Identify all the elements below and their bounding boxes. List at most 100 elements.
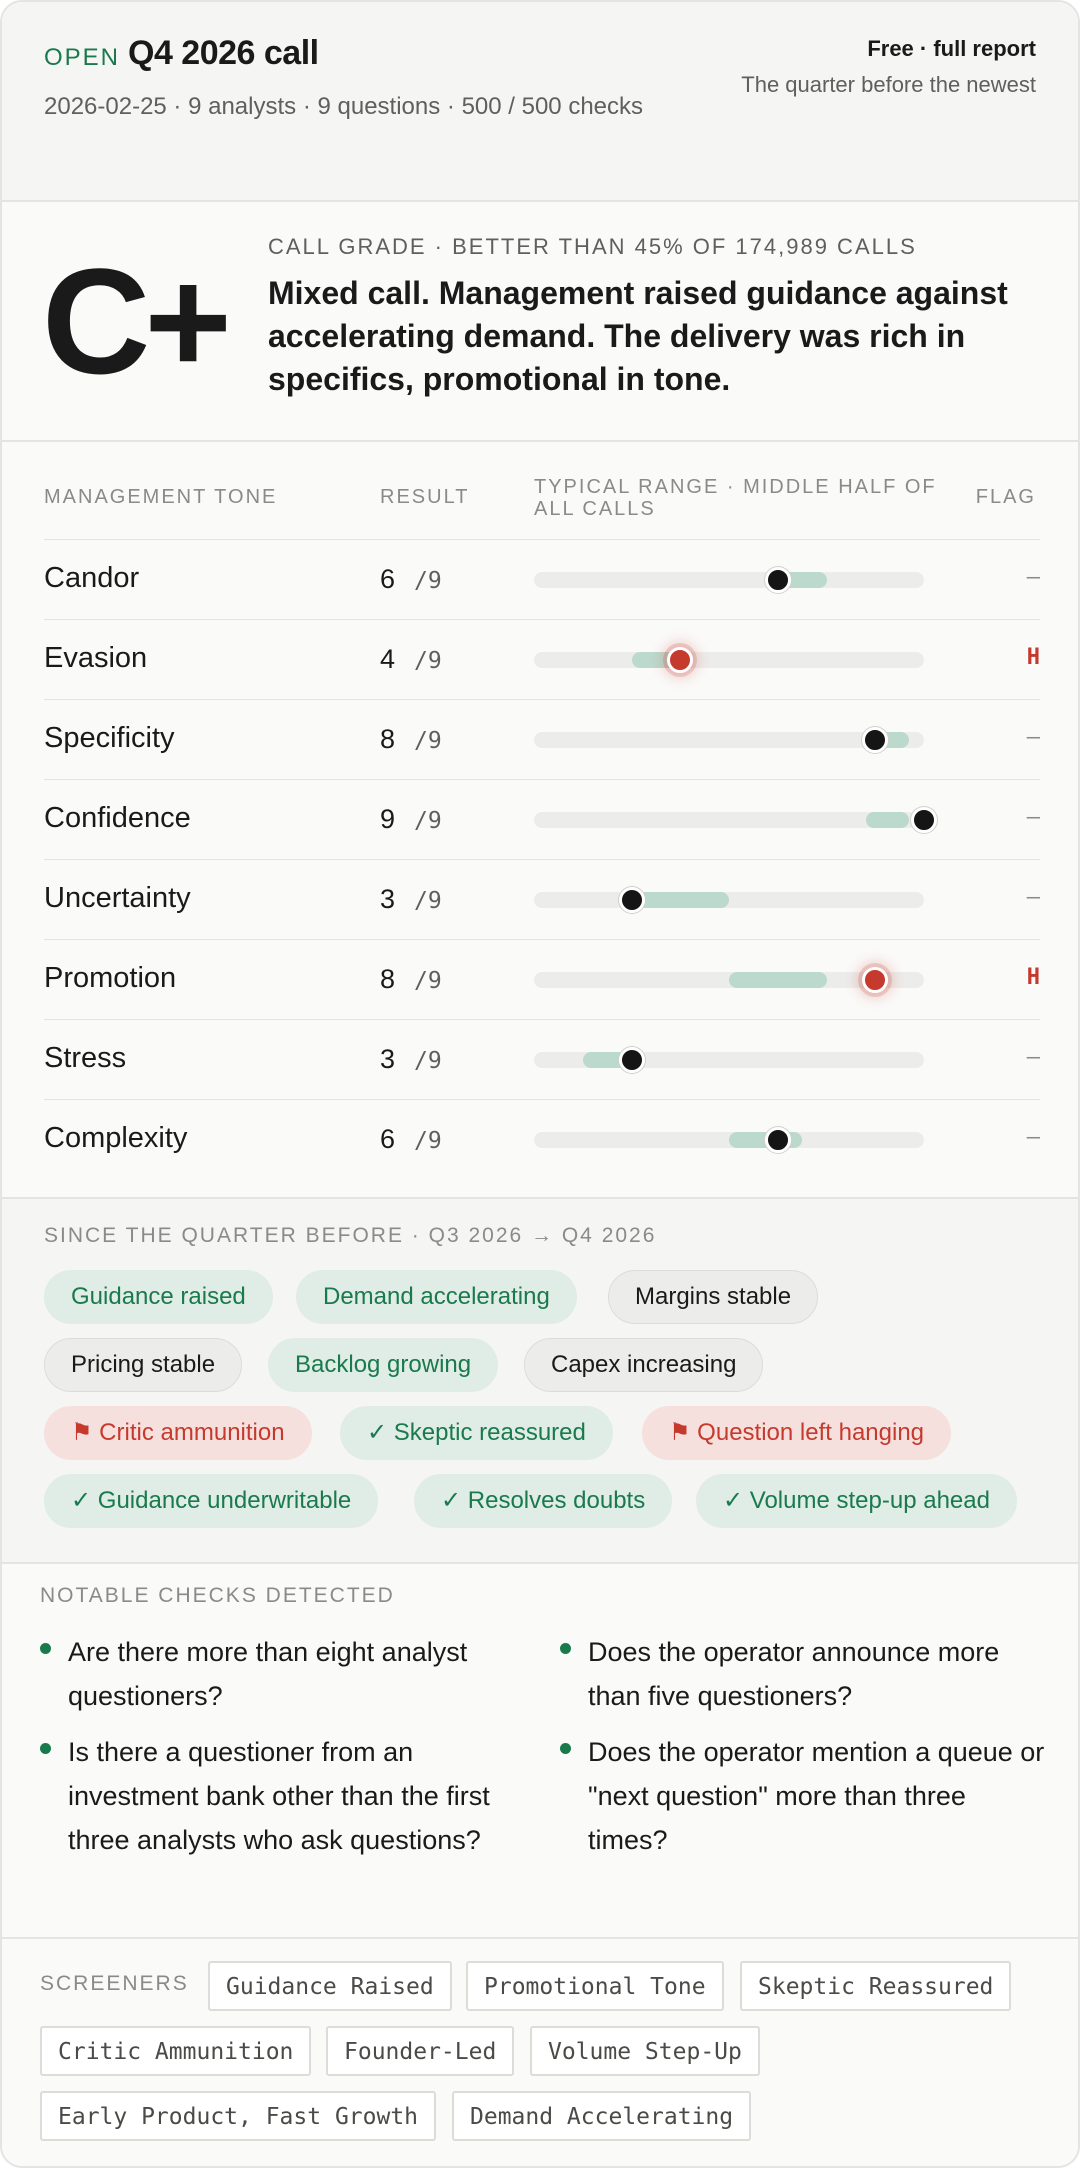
- changes-kicker: SINCE THE QUARTER BEFORE · Q3 2026 → Q4 …: [44, 1224, 657, 1247]
- status-badge: OPEN: [44, 44, 121, 71]
- tone-score-scale: /9: [414, 648, 442, 674]
- bullet-dot: [560, 1743, 571, 1754]
- tone-row-complexity[interactable]: Complexity 6/9 –: [44, 1099, 1040, 1179]
- tone-score-scale: /9: [414, 888, 442, 914]
- notable-check-item: Does the operator announce more than fiv…: [588, 1637, 1000, 1711]
- grade-summary: Mixed call. Management raised guidance a…: [268, 275, 1008, 397]
- report-tier-subtitle: The quarter before the newest: [741, 72, 1036, 97]
- tone-flag: –: [1026, 565, 1040, 590]
- score-marker: [618, 1047, 645, 1073]
- typical-range-track: [534, 1127, 924, 1153]
- screener-tag[interactable]: Guidance Raised: [208, 1961, 452, 2011]
- tone-score-scale: /9: [414, 1048, 442, 1074]
- screener-tag[interactable]: Critic Ammunition: [40, 2026, 312, 2076]
- tone-metric-name: Uncertainty: [44, 882, 191, 914]
- score-marker: [764, 1127, 791, 1153]
- tone-metric-name: Evasion: [44, 642, 148, 674]
- call-grade-letter: C+: [42, 237, 232, 405]
- notable-kicker: NOTABLE CHECKS DETECTED: [40, 1584, 395, 1607]
- change-pill: ⚑ Critic ammunition: [44, 1406, 312, 1460]
- report-header: OPEN Q4 2026 call 2026-02-25 · 9 analyst…: [2, 2, 1078, 202]
- change-pill: Guidance raised: [44, 1270, 273, 1324]
- tone-score-value: 6: [380, 564, 396, 594]
- tone-flag: –: [1026, 805, 1040, 830]
- change-pill: ✓ Resolves doubts: [414, 1474, 673, 1528]
- tone-row-uncertainty[interactable]: Uncertainty 3/9 –: [44, 859, 1040, 939]
- tone-score-value: 3: [380, 1044, 396, 1074]
- grade-section: [2, 202, 1078, 442]
- tone-flag: –: [1026, 1045, 1040, 1070]
- typical-range-track: [534, 887, 924, 913]
- tone-flag: H: [1026, 965, 1040, 990]
- screener-tag[interactable]: Promotional Tone: [466, 1961, 724, 2011]
- tone-metric-name: Confidence: [44, 802, 191, 834]
- screener-tag[interactable]: Demand Accelerating: [452, 2091, 752, 2141]
- typical-range-track: [534, 727, 924, 753]
- tone-score-value: 3: [380, 884, 396, 914]
- tone-row-specificity[interactable]: Specificity 8/9 –: [44, 699, 1040, 779]
- tone-row-evasion[interactable]: Evasion 4/9 H: [44, 619, 1040, 699]
- tone-metric-name: Promotion: [44, 962, 177, 994]
- tone-score-value: 4: [380, 644, 396, 674]
- change-pill: Capex increasing: [524, 1338, 764, 1392]
- tone-score-scale: /9: [414, 568, 442, 594]
- bullet-dot: [560, 1643, 571, 1654]
- report-tier[interactable]: Free · full report: [867, 36, 1036, 61]
- call-meta: 2026-02-25 · 9 analysts · 9 questions · …: [44, 93, 644, 120]
- tone-header-result: RESULT: [380, 486, 470, 508]
- tone-score-value: 6: [380, 1124, 396, 1154]
- tone-row-candor[interactable]: Candor 6/9 –: [44, 539, 1040, 619]
- tone-row-promotion[interactable]: Promotion 8/9 H: [44, 939, 1040, 1019]
- tone-score-value: 9: [380, 804, 396, 834]
- score-marker: [667, 647, 694, 673]
- bullet-dot: [40, 1743, 51, 1754]
- change-pill: Margins stable: [608, 1270, 819, 1324]
- call-title: Q4 2026 call: [128, 34, 319, 72]
- tone-metric-name: Specificity: [44, 722, 175, 754]
- change-pill: Demand accelerating: [296, 1270, 577, 1324]
- tone-metric-name: Stress: [44, 1042, 127, 1074]
- tone-score-scale: /9: [414, 728, 442, 754]
- tone-row-stress[interactable]: Stress 3/9 –: [44, 1019, 1040, 1099]
- typical-range-band: [631, 892, 729, 908]
- change-pill: ⚑ Question left hanging: [642, 1406, 952, 1460]
- screener-tag[interactable]: Early Product, Fast Growth: [40, 2091, 437, 2141]
- tone-score-value: 8: [380, 724, 396, 754]
- change-pill: ✓ Volume step-up ahead: [696, 1474, 1017, 1528]
- tone-header-flag: FLAG: [975, 486, 1036, 508]
- tone-flag: –: [1026, 1125, 1040, 1150]
- change-pill: Backlog growing: [268, 1338, 499, 1392]
- tone-flag: H: [1026, 645, 1040, 670]
- score-marker: [862, 727, 889, 753]
- tone-metric-name: Complexity: [44, 1122, 188, 1154]
- score-marker: [862, 967, 889, 993]
- screeners-kicker: SCREENERS: [40, 1972, 189, 1995]
- change-pill: ✓ Skeptic reassured: [340, 1406, 613, 1460]
- typical-range-track: [534, 567, 924, 593]
- typical-range-track: [534, 647, 924, 673]
- score-marker: [911, 807, 937, 833]
- tone-flag: –: [1026, 725, 1040, 750]
- typical-range-band: [729, 972, 827, 988]
- notable-check-item: Are there more than eight analyst questi…: [68, 1637, 468, 1711]
- score-marker: [764, 567, 791, 593]
- notable-check-item: Does the operator mention a queue or "ne…: [588, 1737, 1045, 1855]
- typical-range-track: [534, 967, 924, 993]
- tone-row-confidence[interactable]: Confidence 9/9 –: [44, 779, 1040, 859]
- screener-tag[interactable]: Founder-Led: [326, 2026, 515, 2076]
- score-marker: [618, 887, 645, 913]
- typical-range-band: [865, 812, 910, 828]
- grade-kicker: CALL GRADE · BETTER THAN 45% OF 174,989 …: [268, 234, 917, 259]
- screener-tag[interactable]: Skeptic Reassured: [740, 1961, 1012, 2011]
- notable-check-item: Is there a questioner from an investment…: [68, 1737, 490, 1855]
- change-pill: Pricing stable: [44, 1338, 243, 1392]
- screener-tag[interactable]: Volume Step-Up: [530, 2026, 760, 2076]
- notable-checks-section: [2, 1564, 1078, 1939]
- typical-range-track: [534, 807, 937, 833]
- typical-range-track: [534, 1047, 924, 1073]
- tone-score-scale: /9: [414, 968, 442, 994]
- tone-metric-name: Candor: [44, 562, 140, 594]
- tone-score-value: 8: [380, 964, 396, 994]
- tone-score-scale: /9: [414, 808, 442, 834]
